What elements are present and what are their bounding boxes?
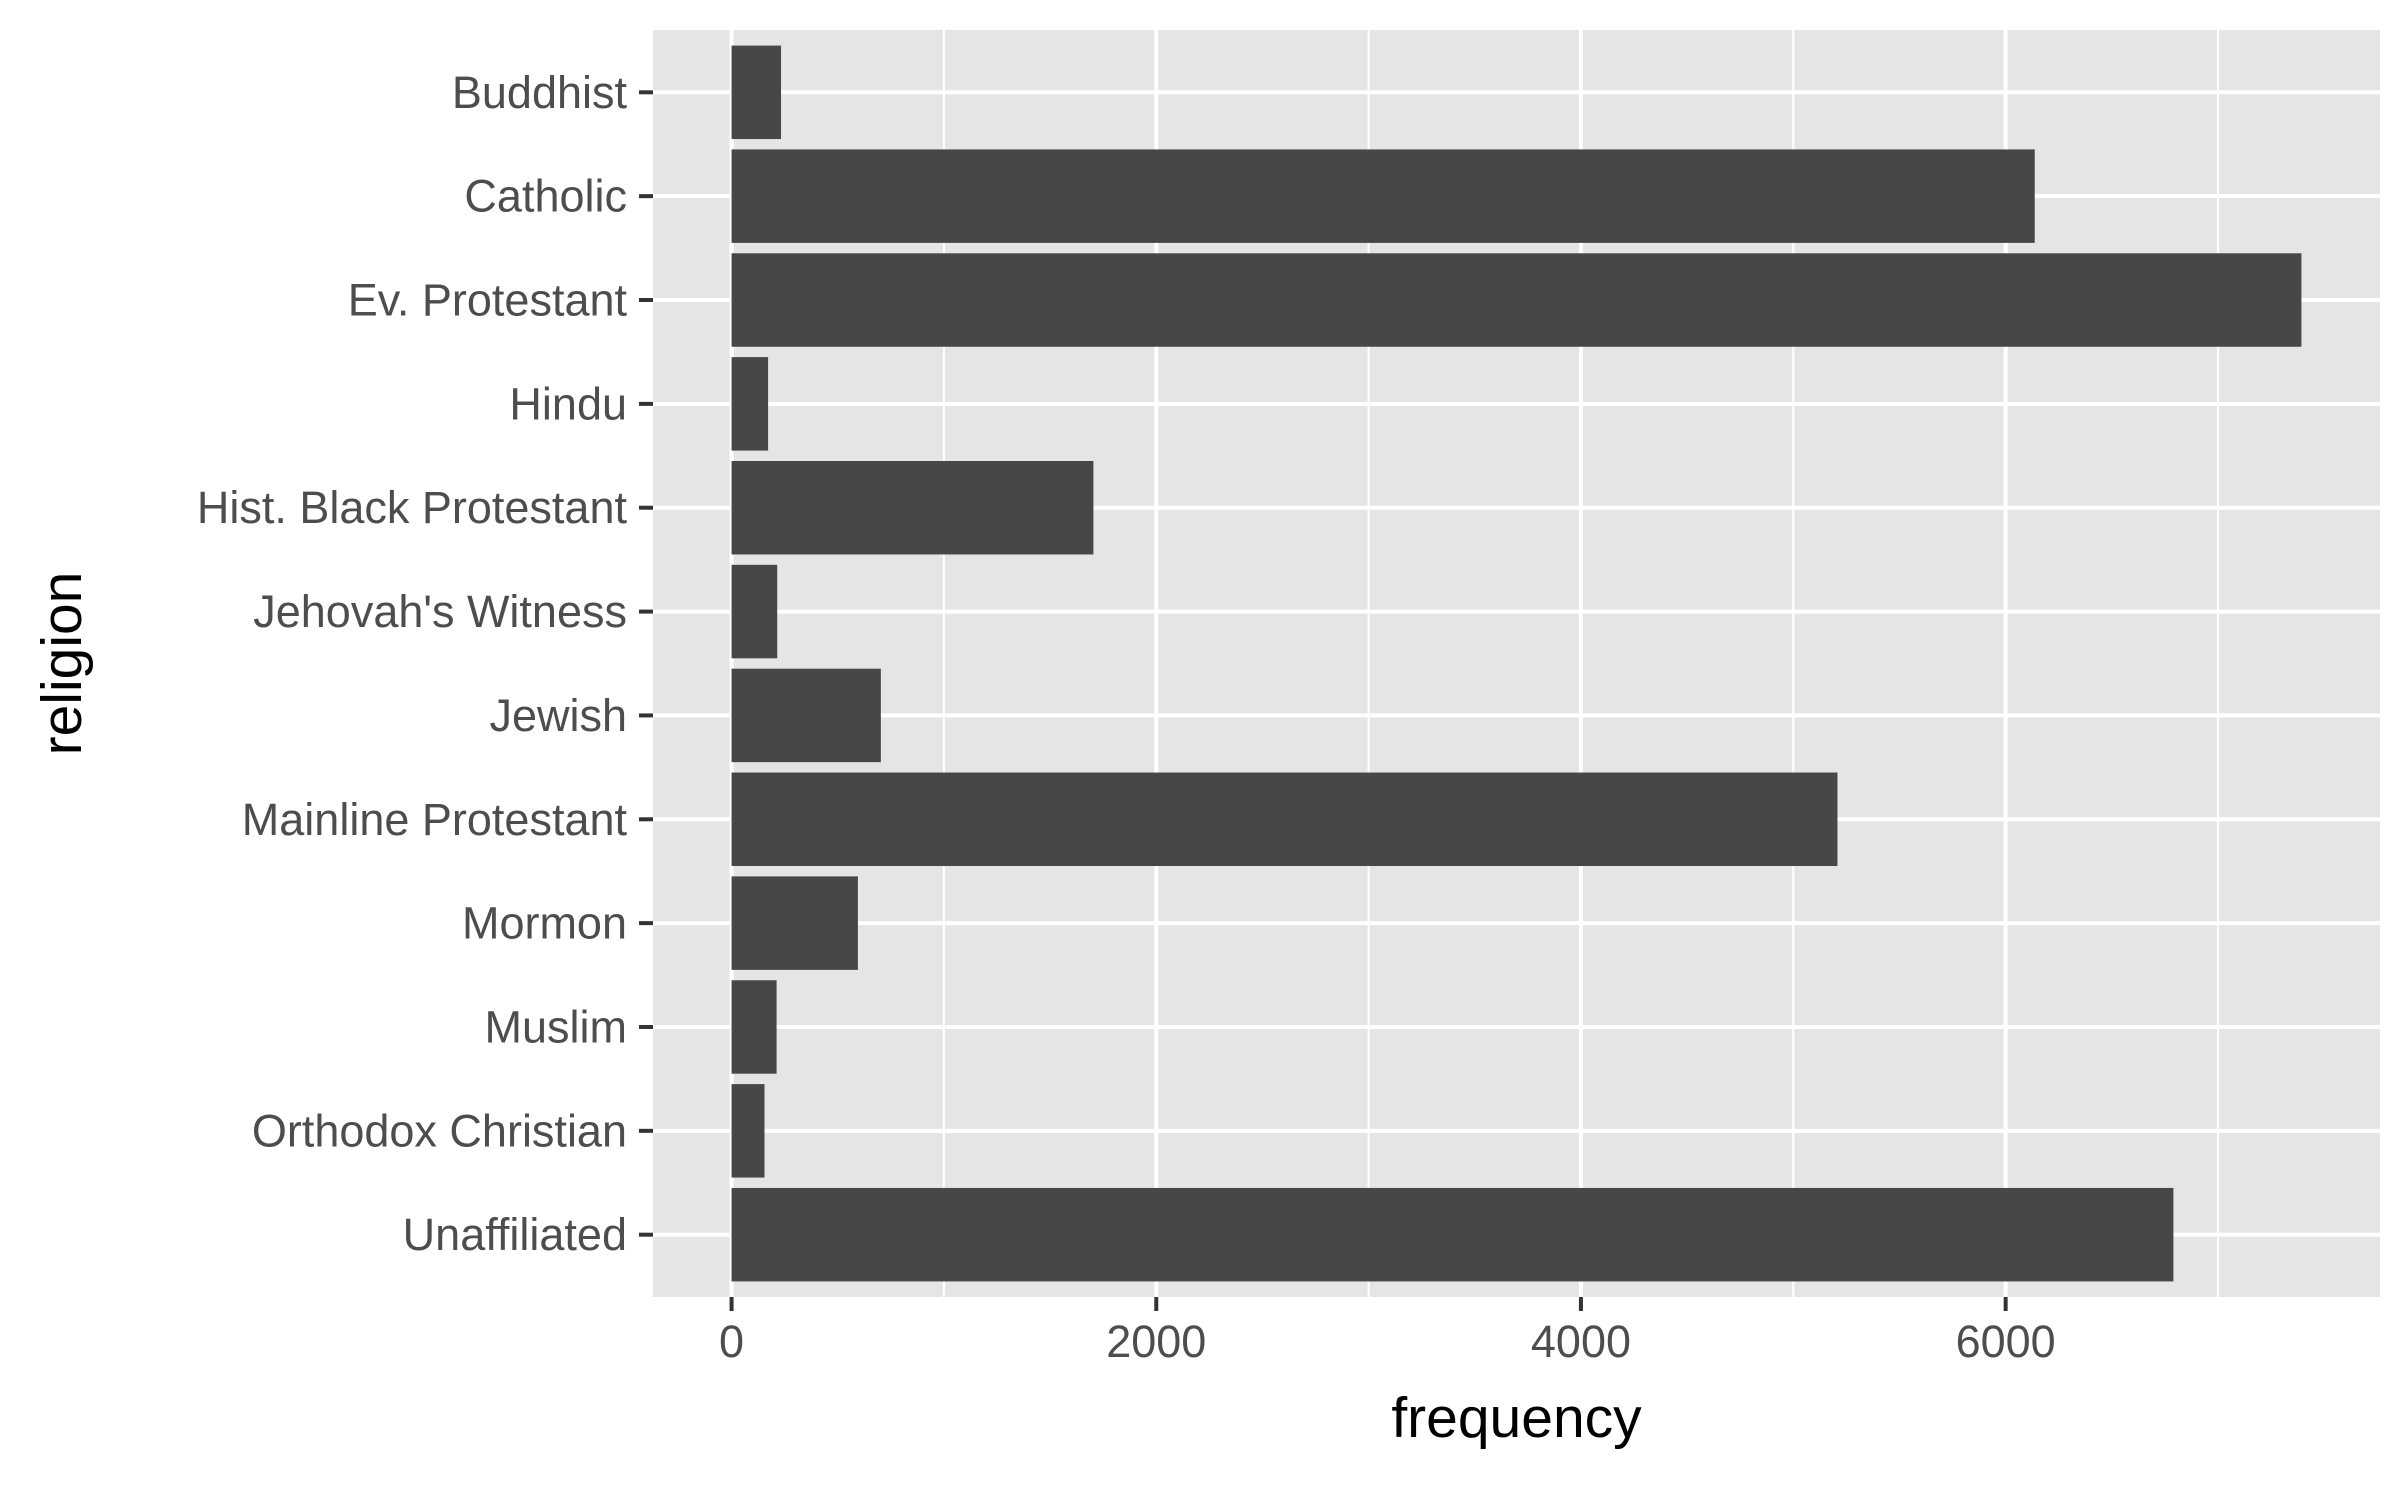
x-tick-label: 0 <box>719 1316 744 1367</box>
bar <box>731 564 778 659</box>
y-tick-label: Orthodox Christian <box>252 1105 627 1156</box>
bar <box>731 1084 765 1178</box>
y-tick-label: Catholic <box>464 171 627 222</box>
bar <box>731 772 1838 867</box>
bar <box>731 876 858 970</box>
y-tick-label: Ev. Protestant <box>348 275 628 326</box>
bar <box>731 253 2302 347</box>
x-tick-label: 2000 <box>1106 1316 1206 1367</box>
y-tick-label: Jehovah's Witness <box>253 586 627 637</box>
x-axis-title: frequency <box>1391 1386 1642 1450</box>
y-tick-label: Hist. Black Protestant <box>197 482 628 533</box>
y-tick-label: Jewish <box>489 690 627 741</box>
bar <box>731 668 881 763</box>
x-tick-label: 6000 <box>1956 1316 2056 1367</box>
y-axis-title: religion <box>30 572 94 756</box>
y-tick-label: Mormon <box>462 898 627 949</box>
y-tick-label: Mainline Protestant <box>242 794 628 845</box>
y-tick-label: Hindu <box>509 378 627 429</box>
bar <box>731 460 1094 555</box>
y-axis: Buddhist Catholic Ev. Protestant Hindu Hist.… <box>197 67 653 1260</box>
bars <box>731 45 2302 1282</box>
bar <box>731 357 769 451</box>
bar <box>731 149 2035 243</box>
bar <box>731 45 782 140</box>
x-tick-label: 4000 <box>1531 1316 1631 1367</box>
bar <box>731 1187 2174 1282</box>
y-tick-label: Unaffiliated <box>403 1209 627 1260</box>
y-tick-label: Buddhist <box>452 67 628 118</box>
x-axis: 0 2000 4000 6000 <box>719 1297 2056 1367</box>
y-tick-label: Muslim <box>485 1001 628 1052</box>
bar <box>731 980 777 1074</box>
